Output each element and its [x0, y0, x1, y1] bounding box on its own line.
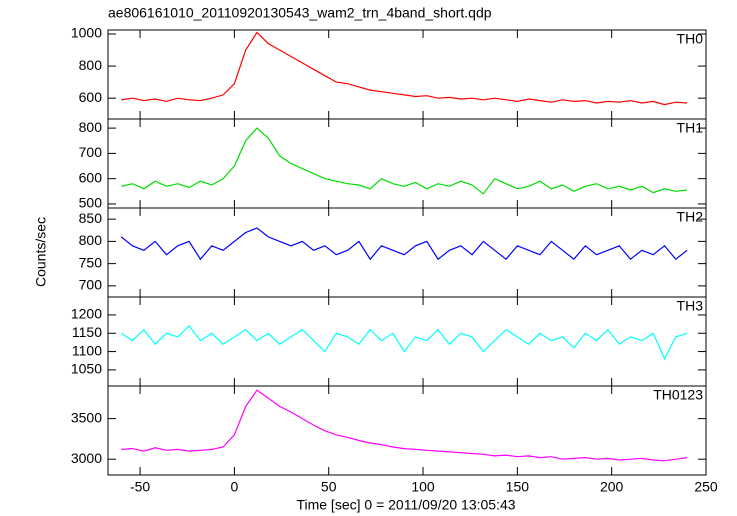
- series-line: [120, 324, 688, 361]
- panel-label: TH2: [677, 209, 704, 225]
- panel-label: TH1: [677, 120, 704, 136]
- y-tick-label: 1100: [72, 342, 102, 358]
- y-axis-label: Counts/sec: [33, 217, 49, 287]
- panel-frame: [107, 296, 707, 387]
- series-line: [121, 389, 688, 462]
- x-tick-label: 250: [694, 479, 718, 495]
- panel-frame: [107, 118, 707, 209]
- y-tick-label: 3500: [71, 409, 102, 425]
- panel-frame: [107, 29, 707, 120]
- x-tick-label: 200: [600, 479, 624, 495]
- panel-frame: [107, 385, 707, 476]
- x-tick-label: -50: [130, 479, 150, 495]
- series-line: [121, 127, 688, 195]
- panel-label: TH0: [677, 31, 704, 47]
- y-tick-label: 1200: [71, 306, 102, 322]
- y-tick-label: 850: [79, 210, 103, 226]
- y-tick-label: 3000: [71, 450, 102, 466]
- chart-title: ae806161010_20110920130543_wam2_trn_4ban…: [108, 5, 492, 21]
- y-tick-label: 700: [79, 144, 103, 160]
- series-line: [121, 31, 688, 106]
- y-tick-label: 600: [79, 169, 103, 185]
- y-tick-label: 800: [79, 57, 103, 73]
- y-tick-label: 700: [79, 277, 103, 293]
- x-tick-label: 0: [230, 479, 238, 495]
- y-tick-label: 1050: [71, 361, 102, 377]
- x-axis-label: Time [sec] 0 = 2011/09/20 13:05:43: [296, 497, 515, 513]
- panel-label: TH0123: [653, 387, 703, 403]
- x-tick-label: 100: [411, 479, 435, 495]
- y-tick-label: 500: [79, 195, 103, 211]
- y-tick-label: 1000: [71, 25, 102, 41]
- x-tick-label: 150: [506, 479, 530, 495]
- y-tick-label: 800: [79, 232, 103, 248]
- y-tick-label: 750: [79, 254, 103, 270]
- x-tick-label: 50: [321, 479, 337, 495]
- y-tick-label: 1150: [72, 324, 102, 340]
- series-line: [120, 227, 688, 261]
- panel-label: TH3: [677, 298, 704, 314]
- y-tick-label: 800: [79, 119, 103, 135]
- y-tick-label: 600: [79, 89, 103, 105]
